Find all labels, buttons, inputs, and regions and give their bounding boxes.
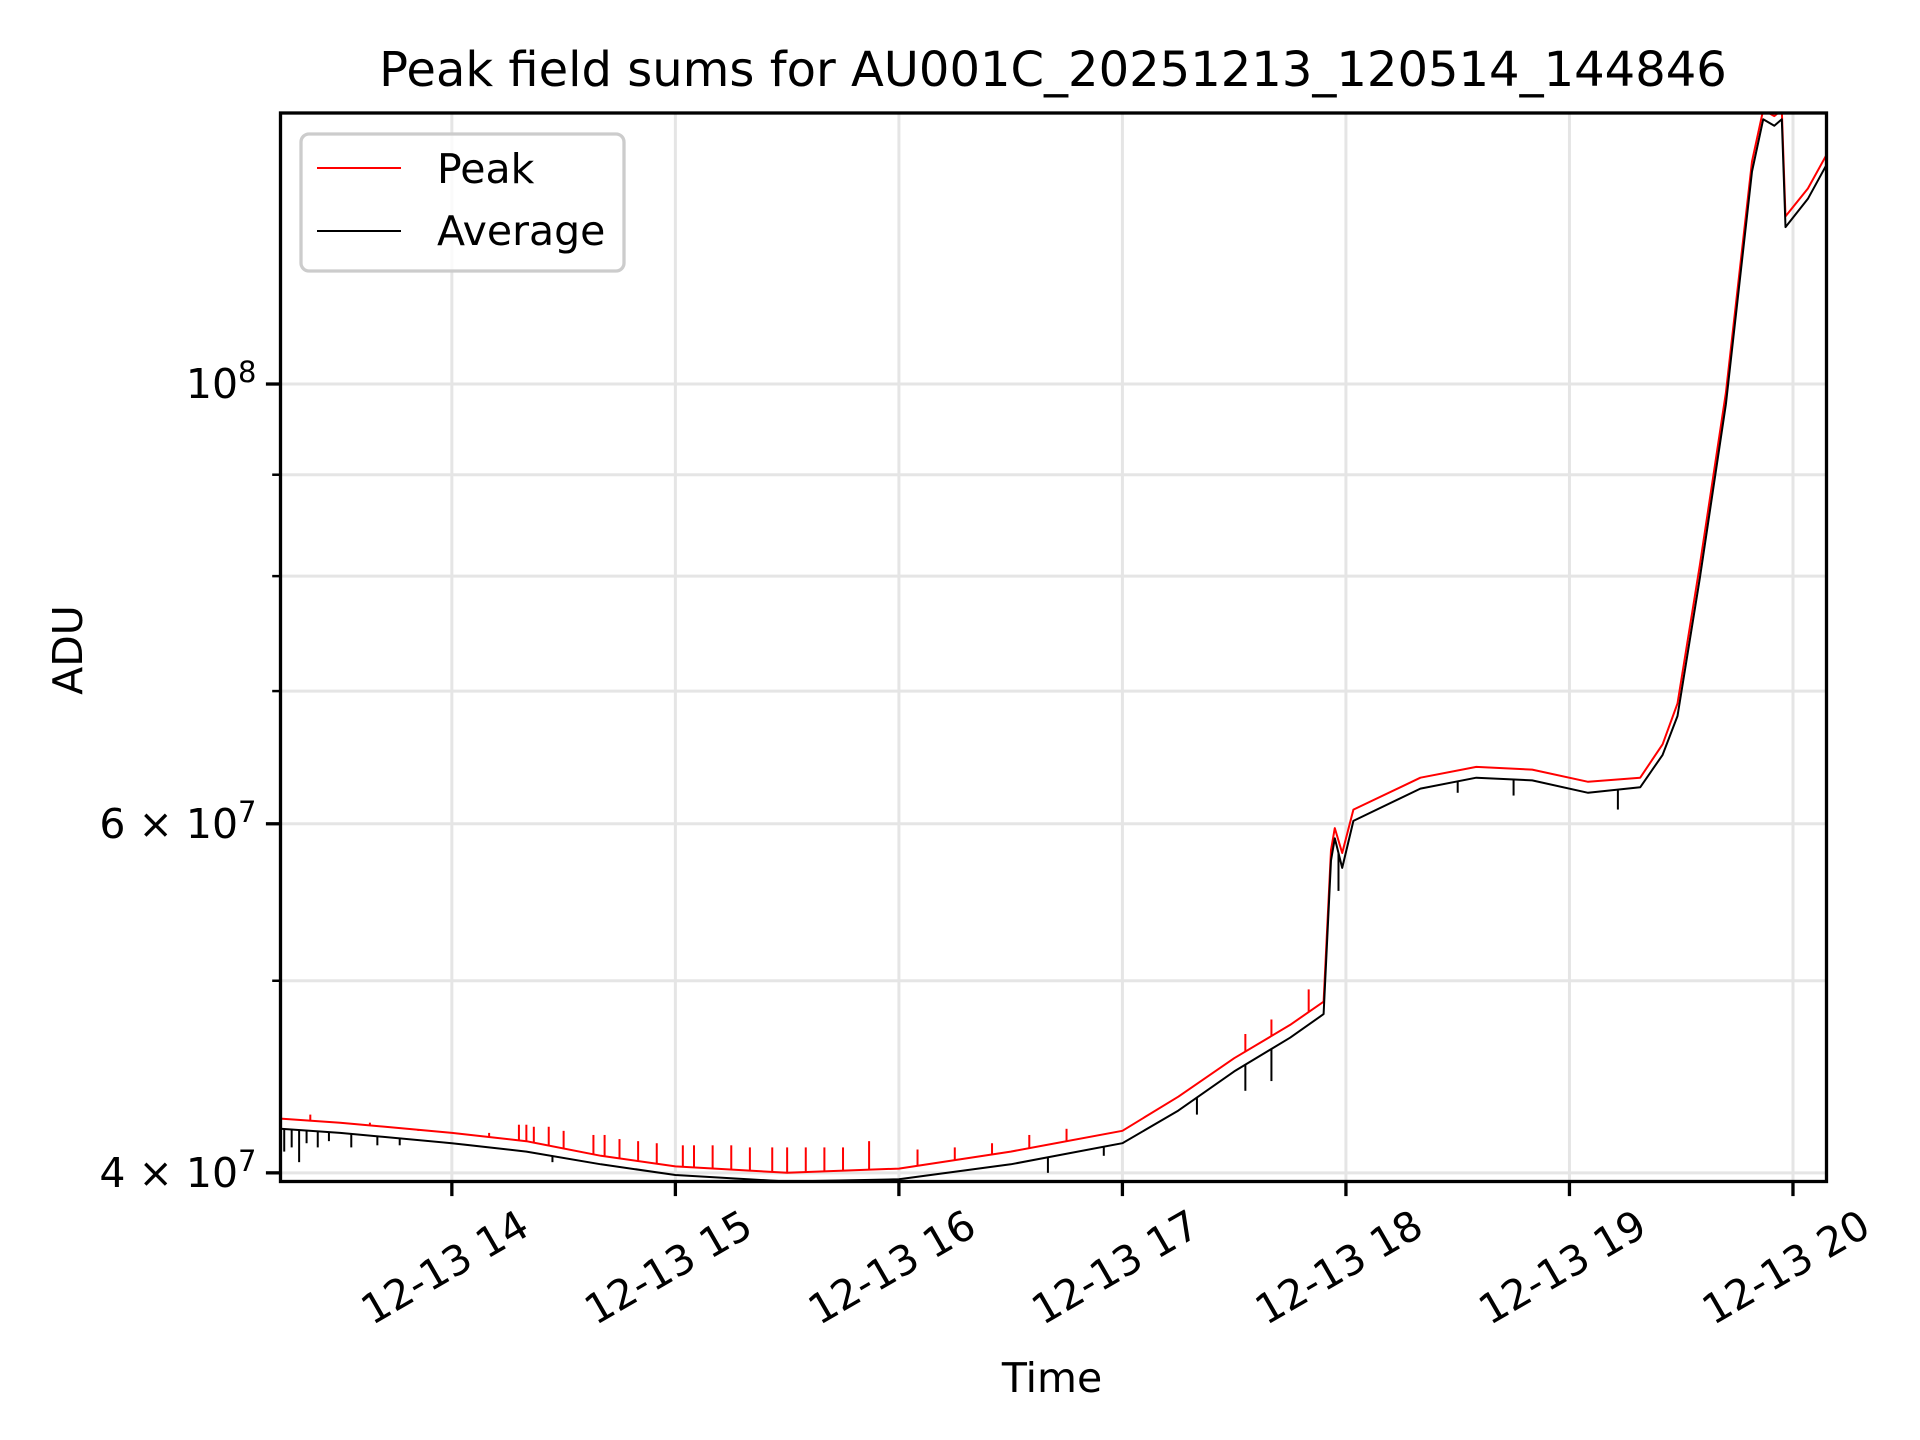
axes-frame: [278, 111, 1829, 1184]
legend-label-average: Average: [437, 207, 605, 255]
series-group: [280, 113, 1827, 1182]
plot-area: [280, 113, 1827, 1182]
legend-label-peak: Peak: [437, 145, 535, 193]
y-tick-label: 6 × 107: [99, 795, 256, 848]
y-axis: 4 × 107 6 × 107 108: [99, 355, 281, 1197]
series-line-average: [280, 118, 1827, 1182]
chart-title: Peak field sums for AU001C_20251213_1205…: [379, 42, 1727, 98]
grid: [280, 113, 1827, 1182]
y-tick-label: 4 × 107: [99, 1144, 256, 1197]
legend: Peak Average: [299, 132, 626, 273]
y-axis-label: ADU: [44, 605, 92, 695]
x-axis-label: Time: [1001, 1354, 1102, 1402]
y-tick-label: 108: [186, 355, 257, 408]
